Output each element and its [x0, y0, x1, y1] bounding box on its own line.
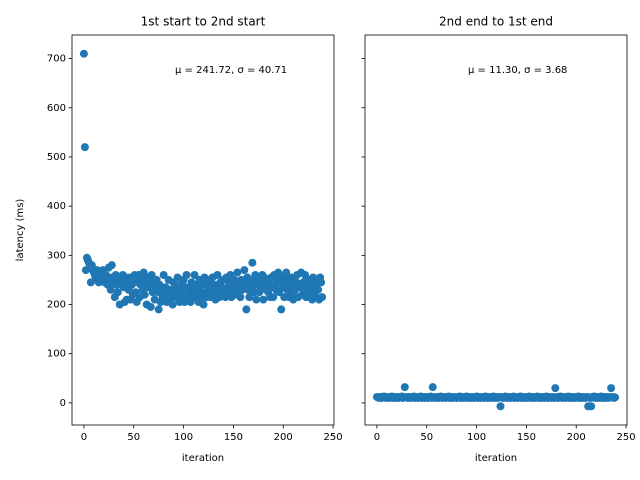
- x-tick-label: 0: [374, 432, 380, 443]
- axes-frame: [71, 34, 335, 426]
- data-point: [139, 268, 148, 277]
- data-point: [277, 305, 286, 314]
- data-point: [113, 288, 122, 297]
- data-point: [587, 402, 596, 411]
- data-point: [146, 302, 155, 311]
- data-point: [86, 278, 95, 287]
- y-tick-label: 700: [47, 54, 66, 65]
- data-point: [400, 383, 409, 392]
- data-point: [168, 300, 177, 309]
- data-point: [607, 384, 616, 393]
- data-point: [496, 402, 505, 411]
- y-tick-label: 300: [47, 250, 66, 261]
- data-point: [269, 293, 278, 302]
- data-point: [106, 285, 115, 294]
- x-axis-label: iteration: [475, 453, 517, 464]
- data-point: [236, 293, 245, 302]
- y-tick-label: 100: [47, 349, 66, 360]
- data-point: [252, 295, 261, 304]
- chart-title: 2nd end to 1st end: [439, 15, 553, 29]
- x-tick-label: 100: [467, 432, 486, 443]
- x-tick-label: 150: [224, 432, 243, 443]
- x-tick-label: 150: [517, 432, 536, 443]
- axes-frame: [364, 34, 628, 426]
- data-point: [190, 271, 199, 279]
- data-point: [159, 271, 168, 279]
- data-point: [147, 271, 156, 279]
- data-point: [282, 268, 291, 277]
- x-tick-label: 100: [174, 432, 193, 443]
- data-point: [233, 268, 242, 277]
- x-tick-label: 0: [81, 432, 87, 443]
- y-tick-label: 500: [47, 152, 66, 163]
- data-point: [199, 300, 208, 309]
- data-point: [314, 285, 323, 294]
- x-tick-label: 200: [274, 432, 293, 443]
- data-point: [248, 258, 257, 267]
- data-point: [213, 271, 222, 279]
- x-axis-label: iteration: [182, 453, 224, 464]
- data-point: [79, 49, 88, 58]
- y-tick-label: 600: [47, 103, 66, 114]
- data-point: [318, 293, 327, 302]
- y-tick-label: 0: [60, 398, 66, 409]
- x-tick-label: 200: [567, 432, 586, 443]
- data-point: [182, 271, 191, 279]
- data-point: [140, 290, 149, 299]
- data-point: [186, 298, 195, 307]
- y-tick-label: 200: [47, 300, 66, 311]
- y-axis-label: latency (ms): [15, 199, 26, 262]
- data-point: [107, 261, 116, 270]
- data-point: [80, 143, 89, 152]
- x-tick-label: 50: [127, 432, 140, 443]
- data-point: [173, 273, 182, 282]
- x-tick-label: 250: [617, 432, 636, 443]
- data-point: [317, 278, 326, 287]
- data-point: [245, 293, 254, 302]
- y-tick-label: 400: [47, 201, 66, 212]
- annotation: μ = 11.30, σ = 3.68: [468, 65, 567, 76]
- data-point: [154, 305, 163, 314]
- data-point: [242, 305, 251, 314]
- annotation: μ = 241.72, σ = 40.71: [175, 65, 287, 76]
- data-point: [551, 384, 560, 393]
- data-point: [611, 393, 620, 402]
- data-point: [150, 295, 159, 304]
- data-point: [259, 295, 268, 304]
- data-point: [240, 266, 249, 275]
- x-tick-label: 250: [324, 432, 343, 443]
- x-tick-label: 50: [420, 432, 433, 443]
- data-point: [428, 383, 437, 392]
- chart-title: 1st start to 2nd start: [141, 15, 266, 29]
